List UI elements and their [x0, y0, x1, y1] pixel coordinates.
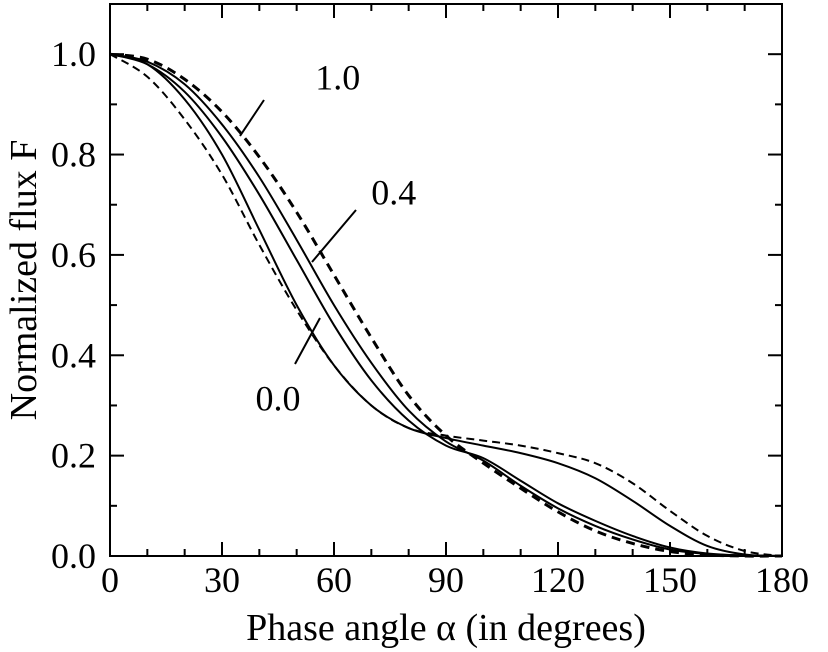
- y-tick-label: 0.6: [51, 235, 96, 275]
- label-leader-line: [311, 209, 357, 263]
- x-tick-label: 180: [755, 560, 809, 600]
- callouts-layer: 1.0 0.4 0.0: [239, 57, 416, 418]
- label-leader-line: [294, 317, 321, 365]
- plot-frame: [109, 3, 783, 557]
- curve-label: 0.0: [256, 378, 301, 418]
- x-tick-label: 150: [643, 560, 697, 600]
- label-leader-line: [239, 99, 265, 137]
- x-tick-label: 90: [428, 560, 464, 600]
- ticks-layer: [109, 3, 783, 557]
- x-axis-title: Phase angle α (in degrees): [246, 607, 646, 649]
- series-line: [109, 53, 783, 557]
- y-tick-label: 0.4: [51, 335, 96, 375]
- series-line: [109, 52, 783, 558]
- y-tick-label: 1.0: [51, 34, 96, 74]
- x-tick-label: 60: [316, 560, 352, 600]
- series-line: [109, 53, 783, 557]
- x-tick-label: 30: [204, 560, 240, 600]
- labels-layer: 0 30 60 90 120 150 180 0.0 0.2 0.4 0.6 0.8 1.0: [51, 34, 809, 600]
- curve-label: 0.4: [371, 173, 416, 213]
- curves-layer: [109, 52, 783, 558]
- x-tick-label: 0: [101, 560, 119, 600]
- x-tick-label: 120: [531, 560, 585, 600]
- y-axis-title: Normalized flux F: [3, 140, 45, 421]
- curve-label: 1.0: [315, 57, 360, 97]
- series-line: [109, 53, 783, 557]
- y-tick-label: 0.8: [51, 135, 96, 175]
- y-tick-label: 0.0: [51, 536, 96, 576]
- series-line: [109, 53, 783, 557]
- y-tick-label: 0.2: [51, 436, 96, 476]
